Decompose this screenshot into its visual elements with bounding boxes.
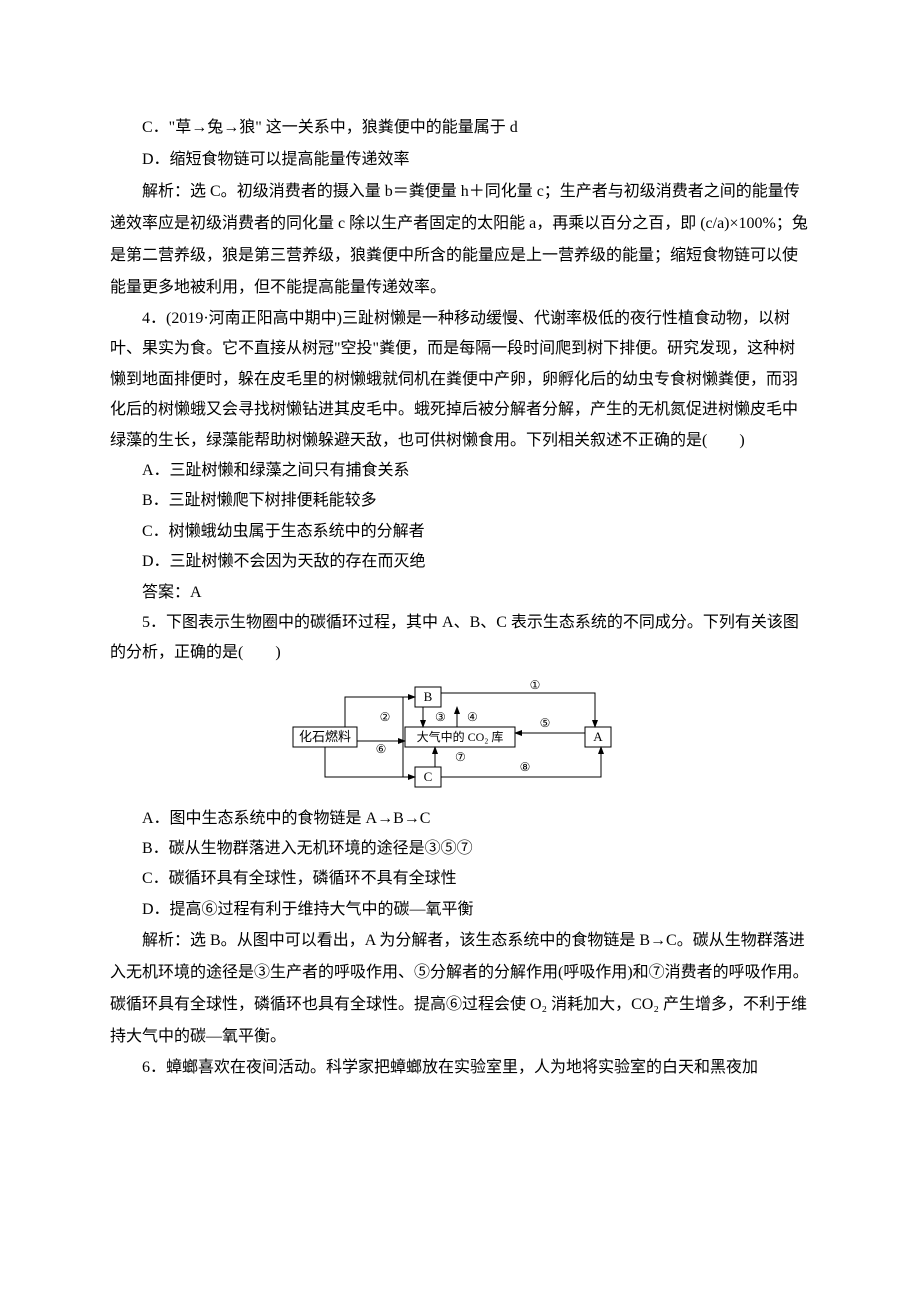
q5-option-c: C．碳循环具有全球性，磷循环不具有全球性	[110, 864, 810, 894]
q4-stem-text: 三趾树懒是一种移动缓慢、代谢率极低的夜行性植食动物，以树叶、果实为食。它不直接从…	[110, 310, 798, 449]
q5-option-d: D．提高⑥过程有利于维持大气中的碳—氧平衡	[110, 895, 810, 925]
q5-stem-text: 下图表示生物圈中的碳循环过程，其中 A、B、C 表示生态系统的不同成分。下列有关…	[110, 614, 799, 661]
edge-7-label: ⑦	[455, 750, 466, 764]
q4-option-c: C．树懒蛾幼虫属于生态系统中的分解者	[110, 517, 810, 547]
edge-fossil-c	[325, 747, 415, 777]
edge-2-label: ②	[380, 710, 391, 724]
q6-stem-partial: 6．蟑螂喜欢在夜间活动。科学家把蟑螂放在实验室里，人为地将实验室的白天和黑夜加	[110, 1053, 810, 1083]
q5-diagram-container: 化石燃料 B 大气中的 CO₂ 库 C A ① ② ③ ④	[110, 675, 810, 800]
q3-option-c: C．"草→兔→狼" 这一关系中，狼粪便中的能量属于 d	[110, 112, 810, 144]
q3-solution-label: 解析：选 C。	[142, 183, 237, 200]
q4-option-d: D．三趾树懒不会因为天敌的存在而灭绝	[110, 547, 810, 577]
edge-4-label: ④	[467, 710, 478, 724]
q4-answer: 答案：A	[110, 578, 810, 608]
node-b-label: B	[424, 689, 433, 704]
edge-1	[441, 693, 595, 727]
q5-solution: 解析：选 B。从图中可以看出，A 为分解者，该生态系统中的食物链是 B→C。碳从…	[110, 925, 810, 1053]
node-fossil: 化石燃料	[293, 727, 357, 747]
q5-option-b: B．碳从生物群落进入无机环境的途径是③⑤⑦	[110, 834, 810, 864]
q6-stem-text: 蟑螂喜欢在夜间活动。科学家把蟑螂放在实验室里，人为地将实验室的白天和黑夜加	[166, 1059, 758, 1076]
q5-option-a: A．图中生态系统中的食物链是 A→B→C	[110, 804, 810, 834]
node-c-label: C	[424, 769, 433, 784]
node-a: A	[585, 727, 611, 747]
node-co2: 大气中的 CO₂ 库	[405, 727, 515, 747]
edge-8-label: ⑧	[520, 760, 531, 774]
q3-option-d: D．缩短食物链可以提高能量传递效率	[110, 144, 810, 176]
q5-diagram: 化石燃料 B 大气中的 CO₂ 库 C A ① ② ③ ④	[285, 675, 635, 795]
node-co2-label: 大气中的 CO₂ 库	[417, 729, 504, 744]
q5-number: 5．	[142, 614, 166, 631]
edge-1-label: ①	[530, 678, 541, 692]
node-a-label: A	[593, 729, 603, 744]
q4-option-a: A．三趾树懒和绿藻之间只有捕食关系	[110, 456, 810, 486]
q5-stem: 5．下图表示生物圈中的碳循环过程，其中 A、B、C 表示生态系统的不同成分。下列…	[110, 608, 810, 669]
edge-6-label: ⑥	[376, 742, 387, 756]
q4-number: 4．	[142, 310, 166, 327]
q5-solution-label: 解析：选 B。	[142, 932, 237, 949]
q4-option-b: B．三趾树懒爬下树排便耗能较多	[110, 486, 810, 516]
q4-stem: 4．(2019·河南正阳高中期中)三趾树懒是一种移动缓慢、代谢率极低的夜行性植食…	[110, 304, 810, 456]
node-fossil-label: 化石燃料	[299, 729, 351, 744]
q6-number: 6．	[142, 1059, 166, 1076]
q3-solution: 解析：选 C。初级消费者的摄入量 b＝粪便量 h＋同化量 c；生产者与初级消费者…	[110, 176, 810, 304]
edge-5-label: ⑤	[540, 716, 551, 730]
q4-source: (2019·河南正阳高中期中)	[166, 310, 342, 327]
edge-3-label: ③	[435, 710, 446, 724]
node-b: B	[415, 687, 441, 707]
node-c: C	[415, 767, 441, 787]
